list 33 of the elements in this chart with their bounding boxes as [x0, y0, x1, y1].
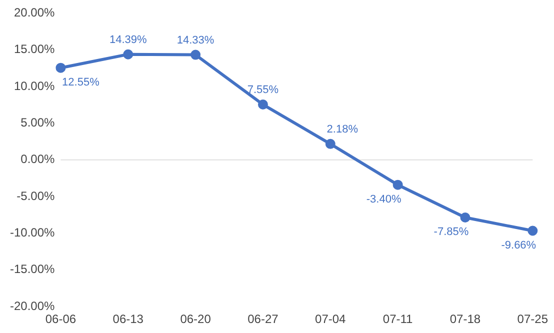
- data-label: 12.55%: [62, 76, 100, 88]
- point: [258, 100, 268, 110]
- point: [528, 226, 538, 236]
- x-tick-label: 06-13: [112, 312, 144, 326]
- data-label: -3.40%: [366, 193, 402, 206]
- y-tick-label: 10.00%: [14, 78, 56, 93]
- data-label: 7.55%: [247, 84, 279, 96]
- x-tick-label: 07-04: [315, 312, 346, 326]
- y-tick-label: 20.00%: [14, 6, 56, 20]
- point: [123, 49, 134, 60]
- data-label: -7.85%: [434, 226, 469, 238]
- y-tick-label: -10.00%: [10, 226, 56, 240]
- y-tick-label: -5.00%: [16, 188, 56, 203]
- x-tick-label: 07-18: [450, 312, 481, 326]
- point: [325, 138, 336, 149]
- data-label: -9.66%: [501, 239, 536, 252]
- point: [190, 50, 201, 60]
- point: [392, 180, 403, 190]
- y-tick-label: -20.00%: [10, 298, 56, 313]
- data-label: 14.33%: [176, 34, 214, 46]
- x-tick-label: 06-06: [45, 312, 76, 326]
- data-label: 14.39%: [109, 34, 147, 46]
- point: [56, 62, 66, 73]
- y-tick-label: 15.00%: [14, 42, 56, 56]
- y-tick-label: -15.00%: [10, 262, 56, 276]
- y-tick-label: 5.00%: [20, 116, 56, 130]
- data-label: 2.18%: [326, 123, 358, 136]
- x-tick-label: 07-25: [517, 312, 548, 326]
- x-tick-label: 06-27: [248, 312, 279, 326]
- x-tick-label: 07-11: [382, 312, 414, 326]
- point: [460, 212, 470, 222]
- y-tick-label: 0.00%: [20, 152, 56, 166]
- x-tick-label: 06-20: [180, 312, 212, 326]
